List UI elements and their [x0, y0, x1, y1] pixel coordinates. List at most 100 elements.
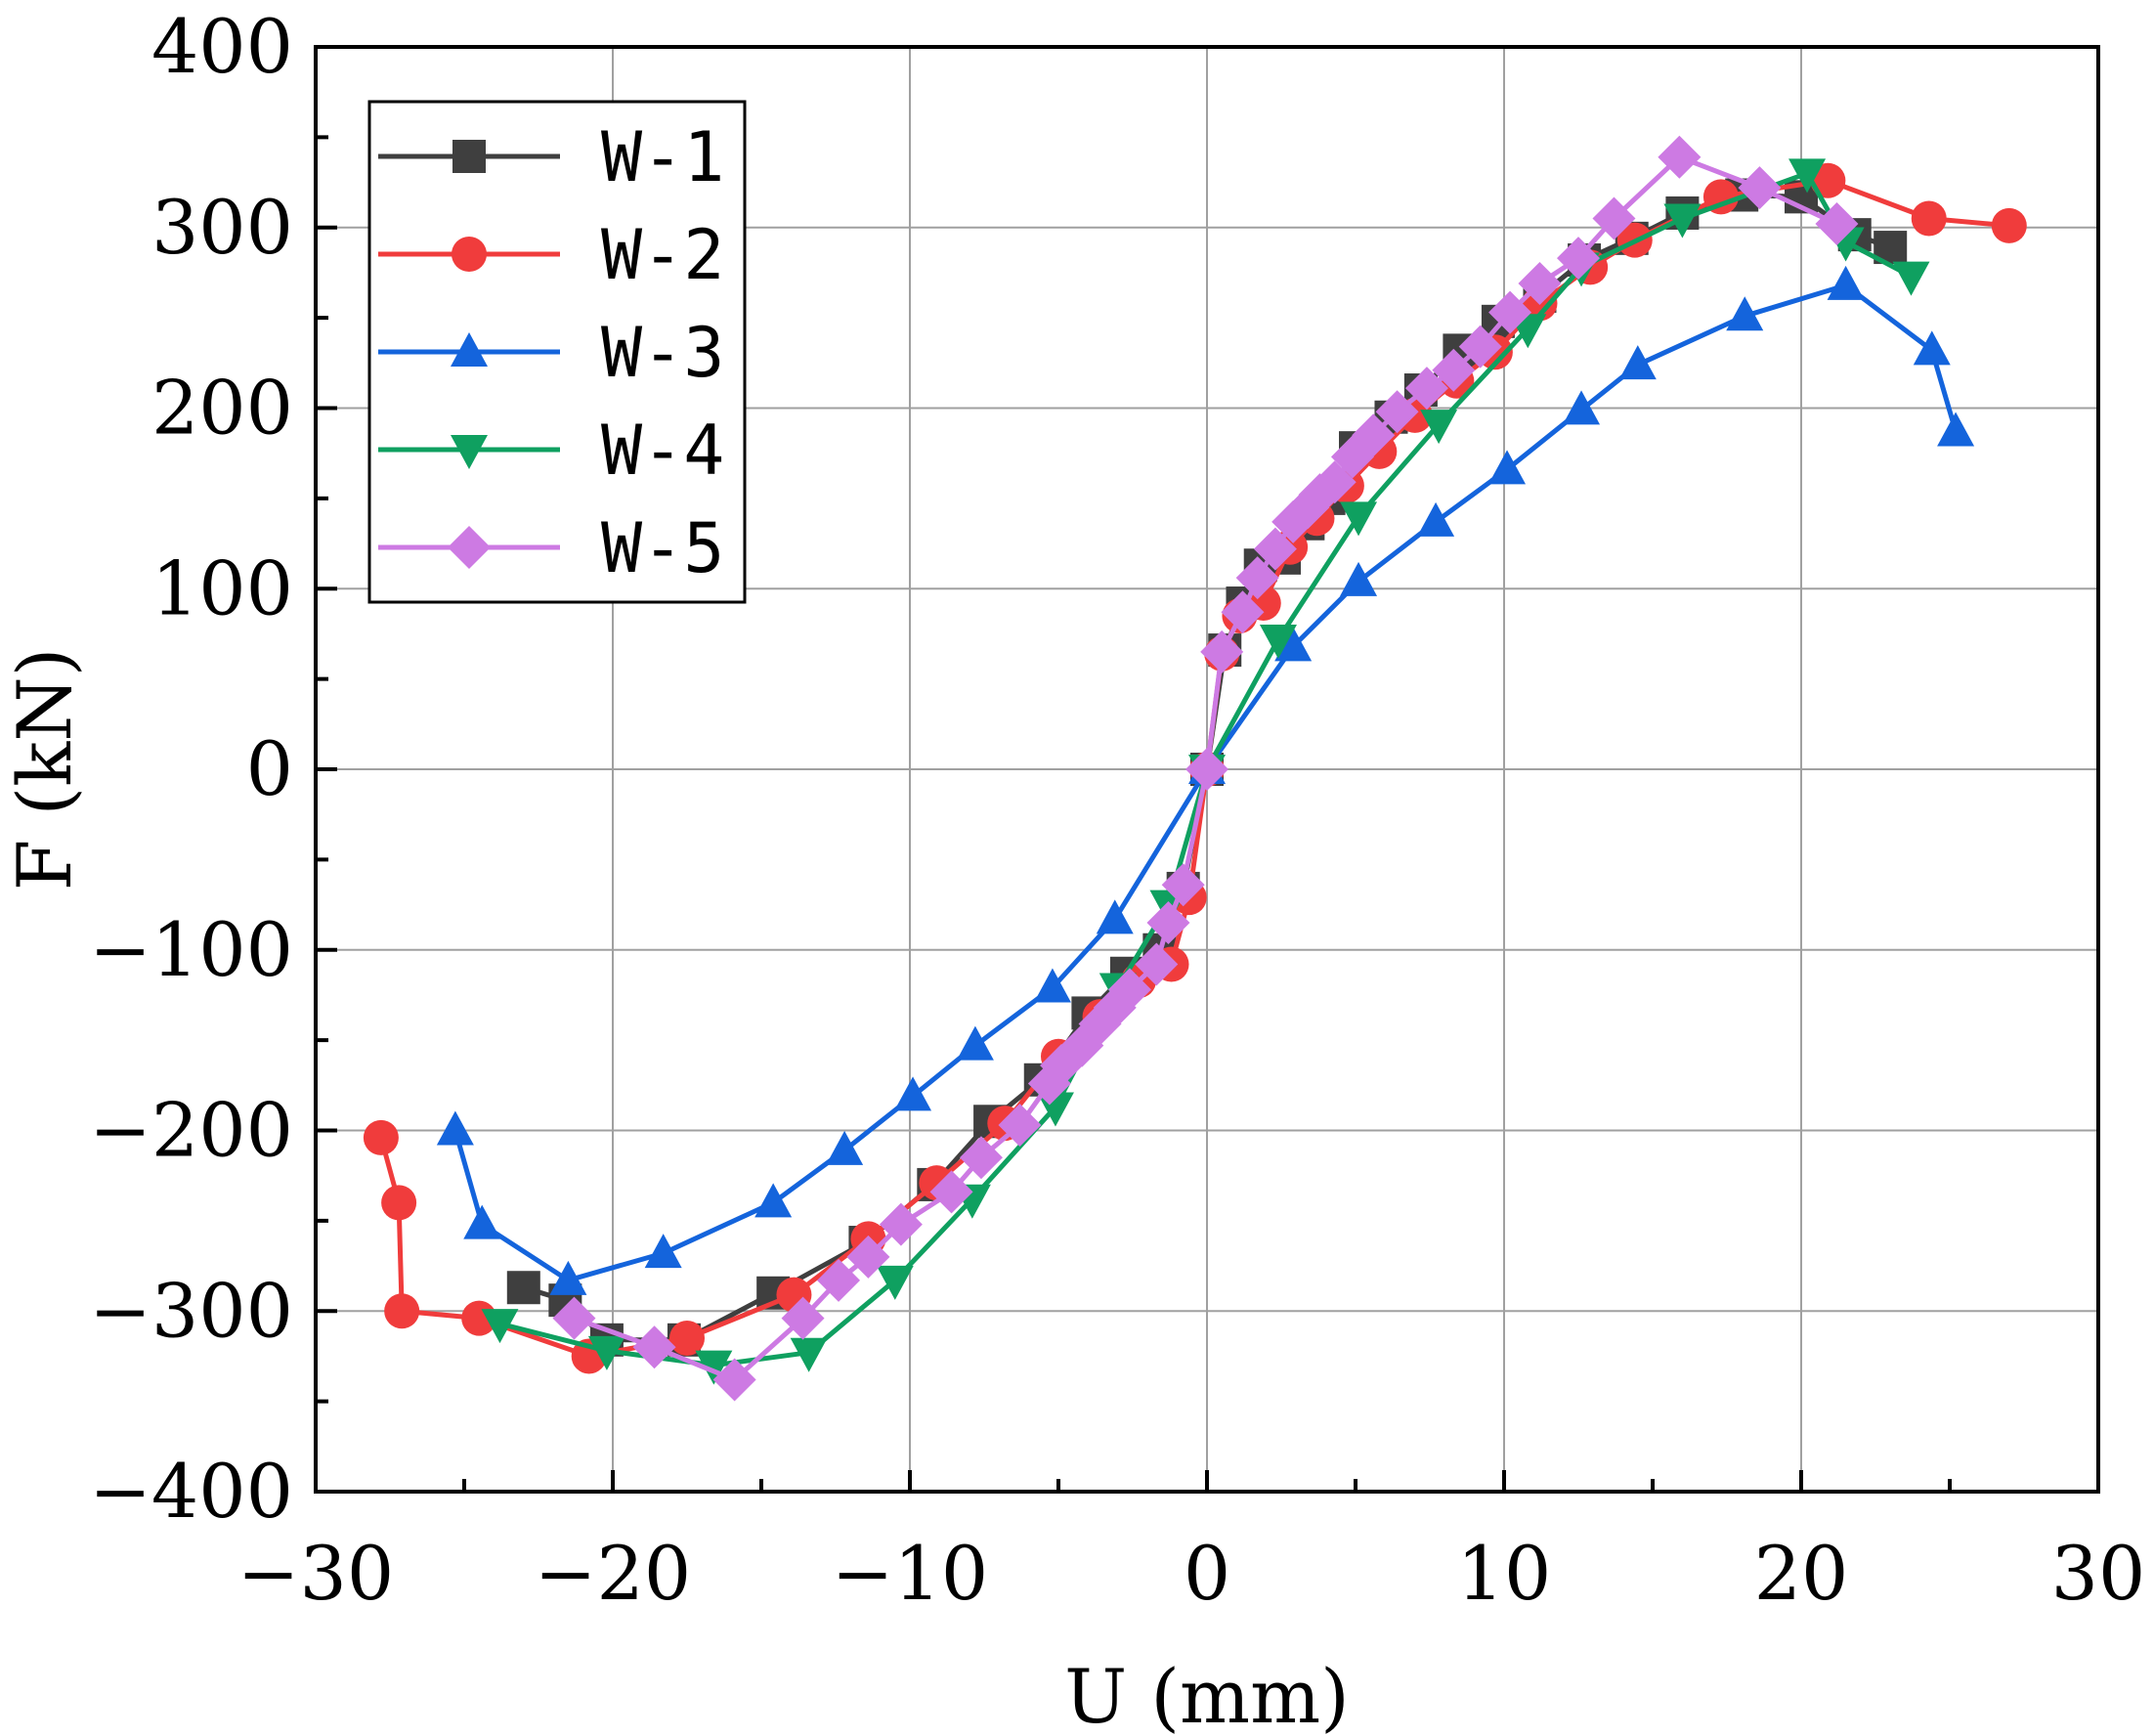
data-point-w-3: [1618, 345, 1657, 380]
data-point-w-2: [1810, 162, 1846, 198]
data-point-w-5: [1404, 367, 1448, 411]
x-tick-label: 30: [2051, 1530, 2146, 1617]
data-point-w-5: [1313, 460, 1357, 504]
y-tick-label: −300: [89, 1267, 293, 1354]
data-point-w-3: [1827, 265, 1865, 300]
data-point-w-3: [1096, 899, 1134, 934]
data-point-w-5: [1518, 262, 1562, 306]
x-tick-label: −10: [832, 1530, 988, 1617]
data-point-w-5: [1738, 166, 1782, 210]
tick-labels: −30 −20 −10 0 10 20 30−400−300−200−10001002003…: [89, 3, 2145, 1617]
data-point-w-3: [754, 1183, 793, 1218]
legend-label: W-3: [601, 313, 724, 393]
x-tick-label: 10: [1457, 1530, 1552, 1617]
data-point-w-4: [1420, 410, 1458, 445]
data-point-w-2: [1911, 200, 1947, 237]
y-tick-label: 400: [151, 3, 293, 90]
data-point-w-5: [1557, 237, 1600, 281]
data-point-w-5: [1488, 290, 1532, 334]
x-tick-label: 0: [1184, 1530, 1230, 1617]
data-point-w-3: [1937, 412, 1975, 447]
legend: W-1 W-2 W-3 W-4 W-5: [367, 100, 747, 604]
legend-item-w-4: W-4: [378, 411, 724, 491]
y-tick-label: 300: [151, 184, 293, 271]
data-point-w-5: [1815, 202, 1859, 246]
data-point-w-5: [959, 1136, 1003, 1180]
data-point-w-3: [1563, 390, 1601, 425]
data-point-w-5: [1375, 390, 1419, 434]
data-point-w-5: [1161, 863, 1205, 907]
data-point-w-5: [1185, 748, 1228, 791]
data-point-w-3: [549, 1260, 587, 1295]
data-point-w-5: [817, 1258, 861, 1302]
legend-item-w-1: W-1: [378, 117, 724, 197]
data-point-w-3: [436, 1110, 474, 1146]
data-point-w-5: [1146, 901, 1190, 945]
x-tick-label: 20: [1754, 1530, 1849, 1617]
data-point-w-3: [1033, 968, 1071, 1003]
y-tick-label: 0: [246, 725, 293, 812]
data-point-w-5: [929, 1170, 973, 1214]
legend-label: W-5: [601, 508, 724, 588]
data-point-w-4: [1259, 624, 1297, 659]
data-point-w-4: [481, 1309, 519, 1344]
data-point-w-5: [1352, 413, 1396, 457]
y-tick-label: −100: [89, 906, 293, 993]
y-tick-label: −400: [89, 1448, 293, 1535]
data-point-w-5: [879, 1202, 923, 1246]
data-point-w-3: [463, 1204, 501, 1239]
data-point-w-4: [876, 1265, 914, 1300]
y-tick-label: −200: [89, 1087, 293, 1174]
x-tick-label: −20: [535, 1530, 691, 1617]
data-point-w-3: [644, 1234, 682, 1269]
data-point-w-5: [632, 1325, 676, 1369]
legend-marker: [452, 140, 486, 173]
data-point-w-3: [956, 1025, 994, 1061]
legend-label: W-4: [601, 411, 724, 491]
legend-item-w-3: W-3: [378, 313, 724, 393]
legend-label: W-1: [601, 117, 724, 197]
data-point-w-5: [1253, 527, 1297, 571]
data-point-w-5: [1235, 556, 1279, 600]
y-axis-title: F (kN): [1, 648, 88, 891]
data-point-w-5: [1592, 196, 1636, 240]
data-point-w-3: [1274, 627, 1313, 662]
data-point-w-2: [1991, 207, 2027, 243]
data-point-w-3: [1340, 561, 1378, 596]
y-tick-label: 200: [151, 365, 293, 452]
data-point-w-2: [384, 1293, 420, 1329]
data-point-w-5: [781, 1296, 825, 1340]
legend-marker: [451, 332, 488, 367]
data-point-w-2: [363, 1119, 399, 1155]
data-point-w-3: [1488, 450, 1527, 485]
legend-label: W-2: [601, 215, 724, 295]
legend-item-w-5: W-5: [378, 508, 724, 588]
data-point-w-1: [506, 1271, 540, 1305]
data-point-w-3: [1726, 296, 1764, 331]
data-point-w-3: [1417, 501, 1455, 537]
data-point-w-5: [998, 1103, 1042, 1147]
data-point-w-4: [790, 1337, 828, 1372]
legend-item-w-2: W-2: [378, 215, 724, 295]
legend-marker: [448, 526, 491, 569]
data-point-w-4: [1340, 501, 1378, 537]
data-point-w-4: [1788, 158, 1827, 194]
data-point-w-3: [894, 1076, 932, 1111]
legend-marker: [451, 435, 488, 469]
data-point-w-5: [1221, 590, 1265, 634]
data-point-w-5: [1107, 968, 1151, 1012]
data-point-w-3: [826, 1130, 864, 1165]
x-tick-label: −30: [237, 1530, 394, 1617]
data-point-w-2: [381, 1185, 417, 1221]
data-point-w-5: [1458, 325, 1502, 369]
data-point-w-4: [1663, 203, 1702, 239]
data-point-w-3: [1913, 330, 1951, 366]
data-point-w-5: [1658, 135, 1702, 179]
y-tick-label: 100: [151, 544, 293, 631]
data-point-w-4: [1892, 261, 1930, 296]
legend-marker: [452, 237, 487, 272]
series-layer: [363, 135, 2027, 1402]
data-point-w-5: [1135, 942, 1179, 986]
